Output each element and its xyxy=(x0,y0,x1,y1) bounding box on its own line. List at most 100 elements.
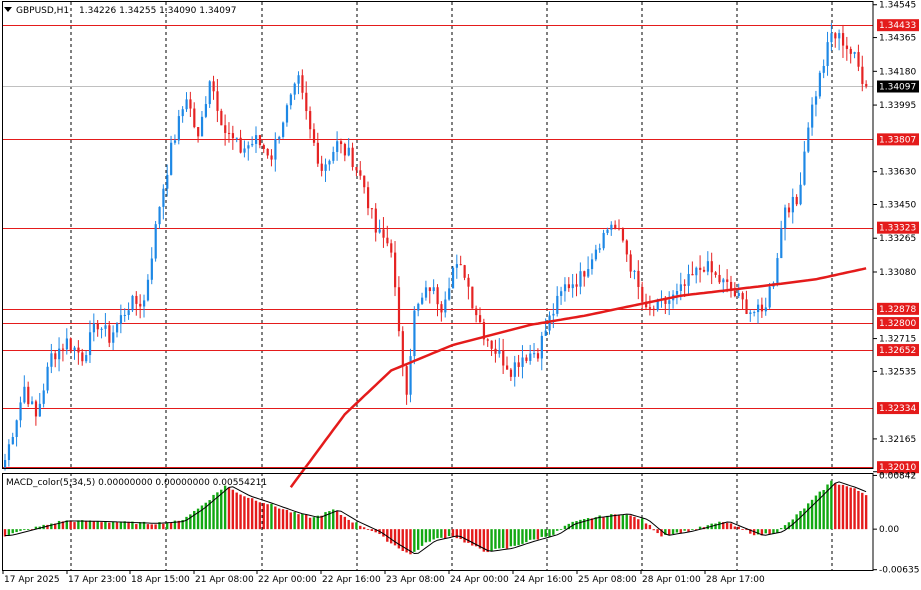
candle-body xyxy=(193,108,196,128)
macd-bar xyxy=(127,521,130,530)
macd-bar xyxy=(586,518,590,530)
macd-bar xyxy=(57,520,61,530)
candle-body xyxy=(610,224,613,230)
candle-body xyxy=(119,315,123,324)
candle-body xyxy=(502,350,505,366)
macd-bar xyxy=(660,529,663,537)
macd-bar xyxy=(822,489,825,530)
macd-bar xyxy=(513,529,516,546)
macd-bar xyxy=(115,522,119,530)
time-tick-label-9: 25 Apr 08:00 xyxy=(578,575,637,585)
candle-body xyxy=(648,307,652,309)
candle-body xyxy=(139,303,142,307)
macd-bar xyxy=(305,514,308,530)
candle-body xyxy=(390,243,393,253)
candle-body xyxy=(563,284,567,292)
macd-bar xyxy=(216,492,219,530)
candle-body xyxy=(173,140,177,143)
candle-body xyxy=(803,151,806,185)
macd-bar xyxy=(853,488,856,530)
candle-body xyxy=(31,401,34,405)
level-tag-label: 1.32334 xyxy=(879,404,916,414)
triangle-down-icon[interactable] xyxy=(4,7,12,12)
macd-bar xyxy=(814,495,818,530)
candle-body xyxy=(753,312,756,314)
candle-body xyxy=(61,348,65,350)
macd-bar xyxy=(131,521,134,530)
level-tag-6: 1.32334 xyxy=(877,402,919,415)
macd-bar xyxy=(316,515,319,530)
candle-body xyxy=(787,207,791,213)
current-price-bg xyxy=(877,80,919,93)
main-pane-border xyxy=(2,1,874,469)
macd-bar xyxy=(154,524,157,530)
candle-body xyxy=(459,264,462,266)
candle-body xyxy=(351,147,354,167)
macd-bar xyxy=(293,511,296,530)
macd-bar xyxy=(830,480,833,530)
candle-body xyxy=(791,196,794,213)
candle-body xyxy=(814,96,818,105)
macd-bar xyxy=(208,500,211,530)
macd-bar xyxy=(444,529,447,539)
macd-bar xyxy=(382,529,385,537)
macd-bar xyxy=(3,529,7,537)
candle-body xyxy=(285,105,289,123)
macd-bar xyxy=(281,509,285,530)
candle-body xyxy=(15,420,18,438)
candle-body xyxy=(297,75,300,84)
macd-bar xyxy=(749,529,752,534)
macd-bar xyxy=(795,514,798,530)
macd-bar xyxy=(162,523,165,530)
macd-bar xyxy=(532,529,536,540)
symbol-label: GBPUSD,H1 xyxy=(16,6,69,16)
candle-body xyxy=(50,353,53,367)
macd-bar xyxy=(540,529,543,537)
macd-bar xyxy=(370,529,374,531)
candle-body xyxy=(135,295,138,304)
macd-bar xyxy=(606,515,609,530)
macd-bar xyxy=(671,529,675,535)
candle-body xyxy=(243,148,246,153)
ohlc-label: 1.34226 1.34255 1.34090 1.34097 xyxy=(79,6,236,16)
candle-body xyxy=(397,287,401,332)
macd-bar xyxy=(185,516,188,530)
candle-body xyxy=(714,272,717,275)
candle-body xyxy=(247,145,250,149)
candle-body xyxy=(374,208,377,233)
macd-bar xyxy=(247,497,250,530)
macd-bar xyxy=(525,529,528,543)
candle-body xyxy=(691,273,694,276)
macd-bar xyxy=(258,502,262,530)
macd-bar xyxy=(386,529,389,542)
candle-body xyxy=(34,401,38,417)
candle-body xyxy=(590,259,594,270)
macd-bar xyxy=(73,522,76,530)
level-tag-bg xyxy=(877,221,919,234)
macd-bar xyxy=(30,529,34,530)
macd-bar xyxy=(841,484,845,530)
candle-body xyxy=(154,224,157,259)
macd-bar xyxy=(745,529,748,531)
macd-bar xyxy=(77,520,80,530)
macd-bar xyxy=(285,509,289,530)
candle-body xyxy=(270,155,273,160)
macd-bar xyxy=(420,529,424,546)
macd-bar xyxy=(389,529,393,544)
candle-body xyxy=(764,307,767,312)
macd-bar xyxy=(583,519,586,530)
candle-body xyxy=(278,136,281,140)
candle-body xyxy=(795,196,798,205)
macd-header: MACD_color(5,34,5) 0.00000000 0.00000000… xyxy=(6,478,267,488)
time-tick-label-1: 17 Apr 23:00 xyxy=(68,575,127,585)
macd-bar xyxy=(772,529,775,534)
chart-header: GBPUSD,H1 1.34226 1.34255 1.34090 1.3409… xyxy=(4,6,236,16)
candle-body xyxy=(208,81,211,105)
macd-tick-label-0: 0.00842 xyxy=(879,471,916,481)
macd-bar xyxy=(498,529,501,549)
macd-bar xyxy=(374,529,377,533)
level-tag-bg xyxy=(877,344,919,357)
macd-bar xyxy=(459,529,462,540)
level-tag-bg xyxy=(877,302,919,315)
